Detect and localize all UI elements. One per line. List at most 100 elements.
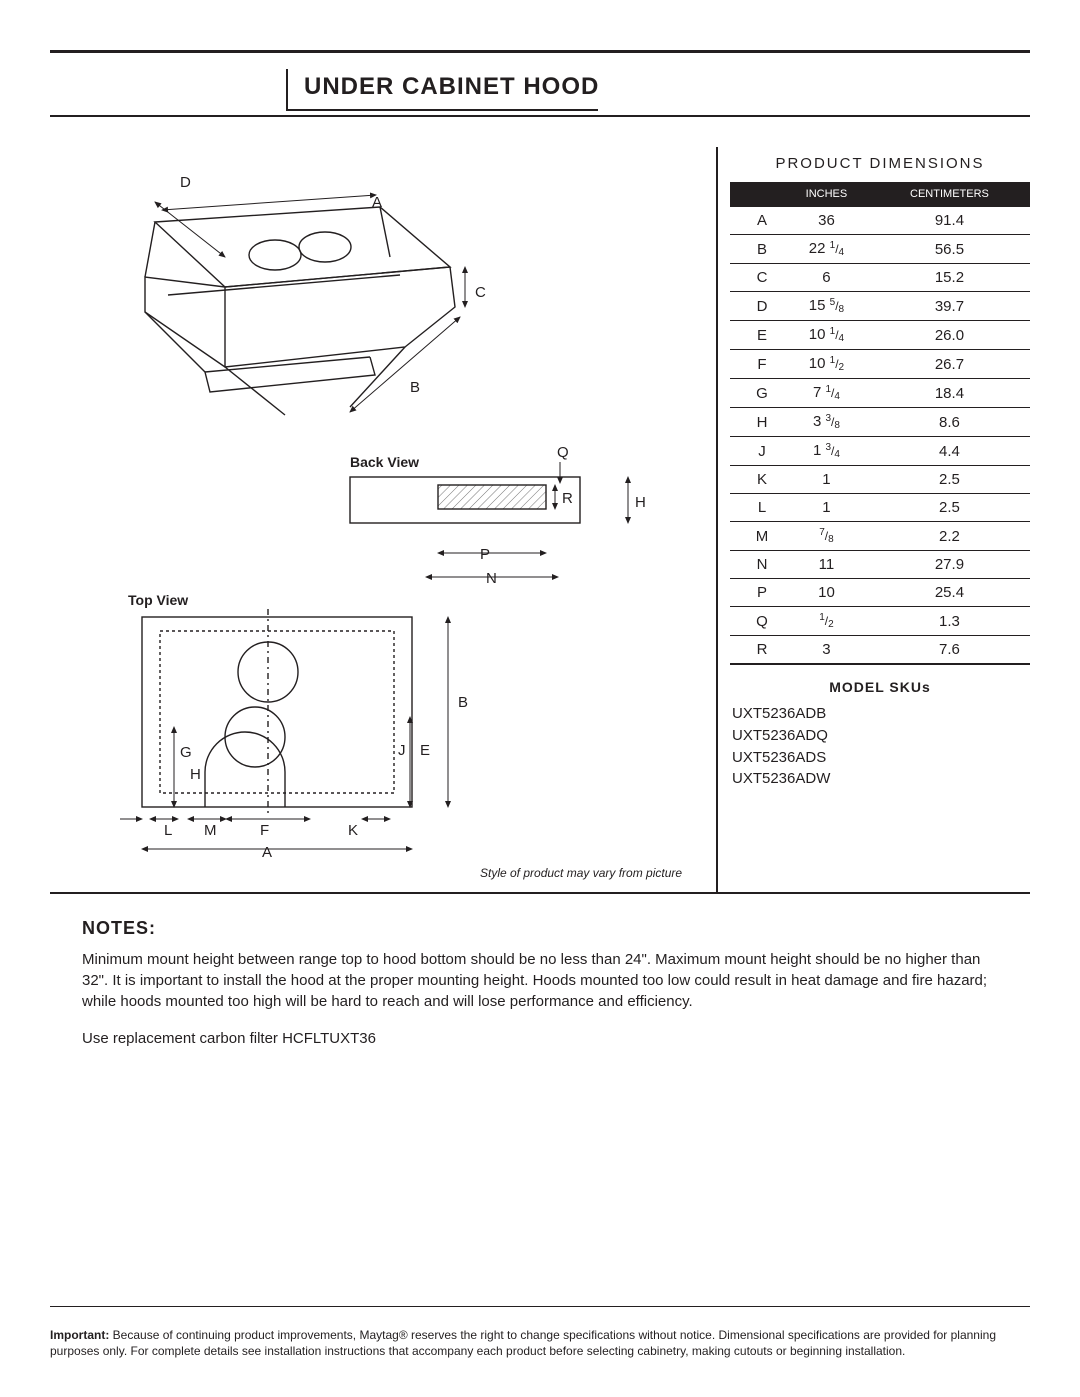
table-row: A3691.4 (730, 207, 1030, 235)
dim-inches: 6 (784, 264, 869, 292)
dim-c: C (475, 284, 486, 301)
dim-label: H (730, 408, 784, 437)
page: UNDER CABINET HOOD (50, 0, 1030, 1049)
dim-cm: 26.0 (869, 321, 1030, 350)
model-skus-heading: MODEL SKUs (730, 679, 1030, 695)
table-row: R37.6 (730, 636, 1030, 665)
table-row: L12.5 (730, 494, 1030, 522)
sku-item: UXT5236ADW (732, 768, 1030, 790)
dim-k: K (348, 822, 358, 839)
dim-label: E (730, 321, 784, 350)
dim-inches: 10 (784, 579, 869, 607)
dim-inches: 7 1/4 (784, 379, 869, 408)
table-row: K12.5 (730, 466, 1030, 494)
dim-cm: 56.5 (869, 235, 1030, 264)
table-row: P1025.4 (730, 579, 1030, 607)
dim-label: F (730, 350, 784, 379)
dim-cm: 26.7 (869, 350, 1030, 379)
important-text: Because of continuing product improvemen… (50, 1328, 996, 1358)
dim-cm: 2.2 (869, 522, 1030, 551)
dim-label: P (730, 579, 784, 607)
sku-item: UXT5236ADB (732, 703, 1030, 725)
dim-cm: 2.5 (869, 494, 1030, 522)
dim-cm: 39.7 (869, 292, 1030, 321)
dim-cm: 4.4 (869, 437, 1030, 466)
title-box (286, 69, 598, 111)
footer-rule (50, 1306, 1030, 1307)
dim-m: M (204, 822, 217, 839)
dim-d: D (180, 174, 191, 191)
dim-e: E (420, 742, 430, 759)
notes-para-1: Minimum mount height between range top t… (82, 949, 1004, 1012)
dim-h: H (635, 494, 646, 511)
dim-label: C (730, 264, 784, 292)
dim-cm: 15.2 (869, 264, 1030, 292)
dim-cm: 91.4 (869, 207, 1030, 235)
top-view-label: Top View (128, 592, 188, 608)
dim-inches: 11 (784, 551, 869, 579)
table-row: M7/82.2 (730, 522, 1030, 551)
title-band: UNDER CABINET HOOD (50, 73, 1030, 117)
dim-label: A (730, 207, 784, 235)
table-row: H3 3/88.6 (730, 408, 1030, 437)
dim-n: N (486, 570, 497, 587)
sku-item: UXT5236ADQ (732, 725, 1030, 747)
sku-item: UXT5236ADS (732, 747, 1030, 769)
table-row: G7 1/418.4 (730, 379, 1030, 408)
notes-heading: NOTES: (82, 918, 1030, 939)
top-rule (50, 50, 1030, 53)
table-row: B22 1/456.5 (730, 235, 1030, 264)
dim-inches: 7/8 (784, 522, 869, 551)
dimensions-table: INCHES CENTIMETERS A3691.4B22 1/456.5C61… (730, 182, 1030, 665)
dim-a2: A (262, 844, 272, 861)
table-row: D15 5/839.7 (730, 292, 1030, 321)
dim-inches: 22 1/4 (784, 235, 869, 264)
dim-inches: 3 3/8 (784, 408, 869, 437)
sku-list: UXT5236ADBUXT5236ADQUXT5236ADSUXT5236ADW (730, 703, 1030, 790)
product-dimensions-heading: PRODUCT DIMENSIONS (730, 155, 1030, 172)
dim-j: J (398, 742, 406, 759)
table-row: E10 1/426.0 (730, 321, 1030, 350)
dim-q: Q (557, 444, 569, 461)
table-row: Q1/21.3 (730, 607, 1030, 636)
dim-label: G (730, 379, 784, 408)
notes-body: Minimum mount height between range top t… (82, 949, 1004, 1049)
dim-b: B (410, 379, 420, 396)
diagram-caption: Style of product may vary from picture (480, 866, 682, 880)
dim-label: N (730, 551, 784, 579)
dim-cm: 8.6 (869, 408, 1030, 437)
diagram-svg: D A C B Back View Q (50, 147, 690, 887)
dim-cm: 1.3 (869, 607, 1030, 636)
main-columns: D A C B Back View Q (50, 147, 1030, 894)
dim-label: D (730, 292, 784, 321)
dim-p: P (480, 546, 490, 563)
dim-inches: 15 5/8 (784, 292, 869, 321)
title-underline (50, 115, 1030, 117)
dim-cm: 7.6 (869, 636, 1030, 665)
dim-cm: 2.5 (869, 466, 1030, 494)
dim-label: L (730, 494, 784, 522)
dim-inches: 10 1/4 (784, 321, 869, 350)
dim-label: K (730, 466, 784, 494)
dim-inches: 10 1/2 (784, 350, 869, 379)
dim-label: Q (730, 607, 784, 636)
dim-label: B (730, 235, 784, 264)
dim-b2: B (458, 694, 468, 711)
column-divider (716, 147, 718, 892)
dim-l: L (164, 822, 172, 839)
table-row: C615.2 (730, 264, 1030, 292)
dim-a: A (372, 194, 382, 211)
table-row: J1 3/44.4 (730, 437, 1030, 466)
dim-cm: 27.9 (869, 551, 1030, 579)
dim-h2: H (190, 766, 201, 783)
dim-f: F (260, 822, 269, 839)
dim-label: M (730, 522, 784, 551)
col-inches: INCHES (784, 182, 869, 207)
diagram-column: D A C B Back View Q (50, 147, 712, 892)
dim-label: J (730, 437, 784, 466)
dimensions-column: PRODUCT DIMENSIONS INCHES CENTIMETERS A3… (726, 147, 1030, 892)
table-row: N1127.9 (730, 551, 1030, 579)
dim-r: R (562, 490, 573, 507)
important-label: Important: (50, 1328, 109, 1342)
dim-inches: 1 (784, 494, 869, 522)
